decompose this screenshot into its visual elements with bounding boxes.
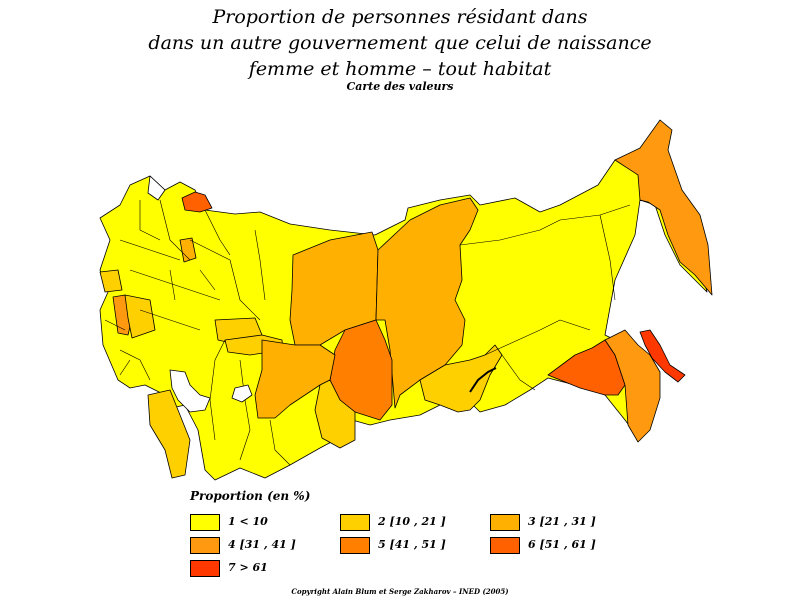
region-sakhalin bbox=[639, 329, 686, 383]
region-kaz-centre bbox=[314, 379, 356, 449]
caspian-sea bbox=[169, 369, 211, 413]
white-sea bbox=[147, 175, 166, 201]
region-primorye bbox=[604, 329, 661, 443]
legend-swatch-1 bbox=[190, 514, 220, 531]
map-title-line-1: Proportion de personnes résidant dans bbox=[212, 6, 588, 28]
legend-label-7: 7 > 61 bbox=[228, 561, 268, 574]
legend-label-2: 2 [10 , 21 ] bbox=[378, 515, 446, 528]
region-belarus bbox=[124, 294, 156, 339]
region-ukraine-e bbox=[99, 269, 123, 293]
legend-swatch-5 bbox=[340, 537, 370, 554]
region-northeast bbox=[614, 119, 713, 296]
copyright-notice: Copyright Alain Blum et Serge Zakharov –… bbox=[291, 587, 509, 596]
region-irkutsk bbox=[419, 344, 503, 413]
legend-label-4: 4 [31 , 41 ] bbox=[228, 538, 296, 551]
legend-swatch-3 bbox=[490, 514, 520, 531]
legend-swatch-6 bbox=[490, 537, 520, 554]
map-title-line-3: femme et homme – tout habitat bbox=[248, 58, 552, 80]
region-omsk bbox=[254, 339, 336, 419]
legend-label-6: 6 [51 , 61 ] bbox=[528, 538, 596, 551]
legend-swatch-4 bbox=[190, 537, 220, 554]
legend-label-5: 5 [41 , 51 ] bbox=[378, 538, 446, 551]
region-kola bbox=[181, 191, 213, 213]
internal-borders bbox=[104, 199, 631, 466]
map-subtitle: Carte des valeurs bbox=[346, 80, 454, 93]
legend-swatch-7 bbox=[190, 560, 220, 577]
legend-label-3: 3 [21 , 31 ] bbox=[528, 515, 596, 528]
aral-sea bbox=[231, 384, 253, 403]
legend-title: Proportion (en %) bbox=[190, 489, 311, 503]
region-westcentral bbox=[179, 237, 197, 263]
region-caspian-west bbox=[147, 389, 191, 479]
lake-baikal bbox=[469, 367, 497, 393]
region-krasnoyarsk bbox=[375, 197, 479, 409]
map-title-line-2: dans un autre gouvernement que celui de … bbox=[148, 32, 652, 54]
legend-label-1: 1 < 10 bbox=[228, 515, 268, 528]
legend-swatch-2 bbox=[340, 514, 370, 531]
